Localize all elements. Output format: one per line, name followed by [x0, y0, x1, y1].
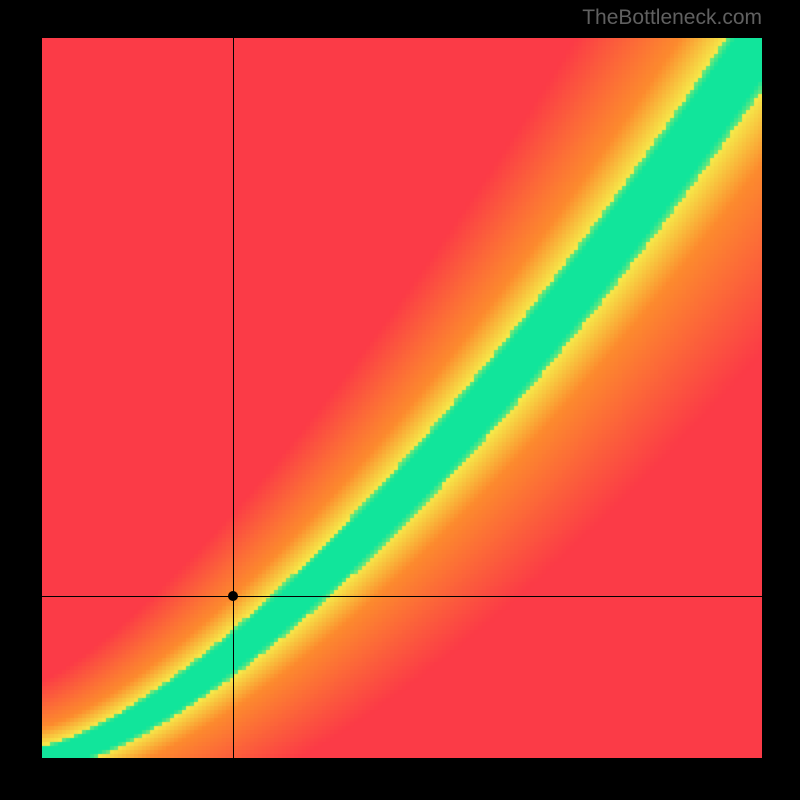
crosshair-horizontal — [42, 596, 762, 597]
heatmap-canvas — [42, 38, 762, 758]
crosshair-vertical — [233, 38, 234, 758]
plot-area — [42, 38, 762, 758]
selection-point — [228, 591, 238, 601]
site-watermark: TheBottleneck.com — [582, 6, 762, 30]
chart-container: TheBottleneck.com — [0, 0, 800, 800]
